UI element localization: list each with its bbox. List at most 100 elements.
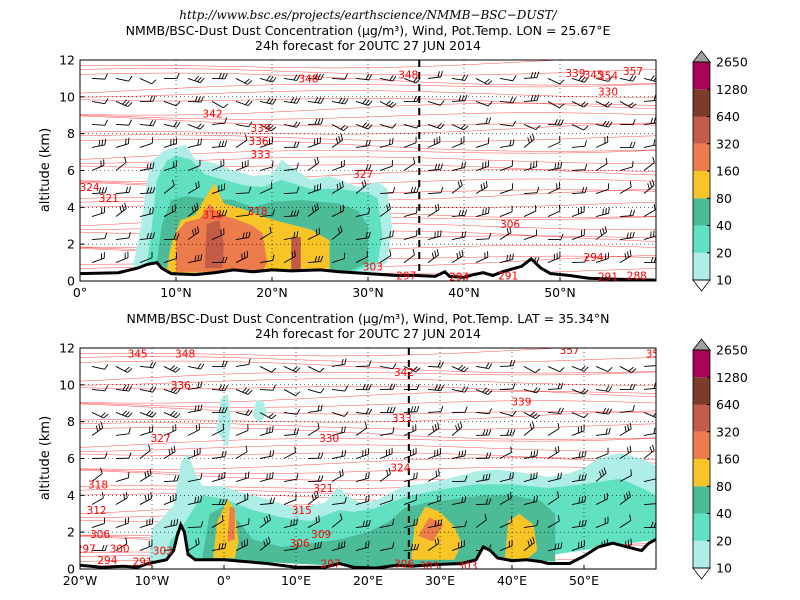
wind-barb-flag xyxy=(366,250,369,257)
wind-barb-flag xyxy=(317,405,320,412)
wind-barb-flag xyxy=(317,452,321,459)
wind-barb xyxy=(523,192,538,194)
wind-barb-flag xyxy=(535,368,541,374)
wind-barb-flag xyxy=(319,367,325,373)
wind-barb-flag xyxy=(272,77,277,83)
wind-barb-flag xyxy=(152,207,154,214)
wind-barb xyxy=(259,260,273,264)
wind-barb-flag xyxy=(509,360,513,367)
wind-barb xyxy=(307,142,321,148)
wind-barb xyxy=(259,366,272,373)
wind-barb-flag xyxy=(608,121,613,128)
wind-barb-flag xyxy=(272,472,274,479)
wind-barb-flag xyxy=(458,95,462,102)
wind-barb-flag xyxy=(578,520,581,527)
y-tick-label: 0 xyxy=(67,562,75,577)
wind-barb xyxy=(547,366,561,373)
wind-barb-flag xyxy=(127,412,133,418)
wind-barb-flag xyxy=(265,538,269,545)
wind-barb-flag xyxy=(388,203,391,210)
wind-barb-flag xyxy=(512,429,516,436)
wind-barb-flag xyxy=(103,413,109,419)
colorbar-segment xyxy=(693,459,710,487)
panel-title: NMMB/BSC-Dust Dust Concentration (µg/m³)… xyxy=(126,311,609,326)
wind-barb-flag xyxy=(199,77,205,84)
wind-barb xyxy=(259,166,273,171)
wind-barb-flag xyxy=(149,386,154,392)
wind-barb-flag xyxy=(311,206,315,213)
wind-barb-flag xyxy=(434,231,436,238)
wind-barb-flag xyxy=(458,451,461,458)
wind-barb-flag xyxy=(601,469,605,476)
wind-barb-flag xyxy=(632,231,635,238)
wind-barb xyxy=(643,412,656,418)
wind-barb-flag xyxy=(149,468,152,475)
theta-label: 330 xyxy=(319,433,339,445)
wind-barb-flag xyxy=(125,491,128,499)
wind-barb xyxy=(427,124,441,130)
wind-barb-flag xyxy=(461,496,464,503)
wind-barb xyxy=(235,256,248,263)
wind-barb-flag xyxy=(629,232,632,239)
wind-barb-flag xyxy=(296,97,301,104)
wind-barb xyxy=(379,473,391,482)
wind-barb-flag xyxy=(124,156,127,163)
wind-barb-flag xyxy=(269,98,274,104)
wind-barb-flag xyxy=(314,96,319,103)
wind-barb-flag xyxy=(464,231,467,238)
wind-barb-flag xyxy=(152,162,155,169)
wind-barb xyxy=(259,455,273,459)
wind-barb xyxy=(547,451,560,459)
wind-barb-flag xyxy=(218,384,223,391)
wind-barb-flag xyxy=(461,386,466,392)
wind-barb-flag xyxy=(416,518,418,525)
wind-barb-flag xyxy=(248,358,251,365)
wind-barb xyxy=(379,101,392,108)
wind-barb xyxy=(331,77,346,80)
wind-barb-flag xyxy=(509,473,511,480)
wind-barb xyxy=(499,77,513,82)
wind-barb-flag xyxy=(392,541,395,549)
wind-barb-flag xyxy=(488,452,492,459)
wind-barb-flag xyxy=(169,365,176,370)
wind-barb xyxy=(547,496,559,505)
theta-label: 345 xyxy=(584,70,604,82)
wind-barb xyxy=(91,497,104,505)
wind-barb xyxy=(499,124,513,127)
wind-barb-flag xyxy=(246,250,249,257)
wind-barb-flag xyxy=(599,229,603,236)
wind-barb xyxy=(235,451,248,459)
theta-contour-line xyxy=(80,103,656,116)
wind-barb-flag xyxy=(293,74,298,81)
wind-barb-flag xyxy=(631,368,637,373)
wind-barb-flag xyxy=(627,424,630,431)
wind-barb-flag xyxy=(484,513,487,520)
wind-barb xyxy=(571,234,585,240)
wind-barb xyxy=(595,163,608,171)
wind-barb xyxy=(427,500,441,505)
wind-barb xyxy=(307,428,320,436)
wind-barb-flag xyxy=(316,202,319,209)
wind-barb xyxy=(403,124,417,129)
wind-barb xyxy=(163,166,177,171)
wind-barb xyxy=(571,169,586,171)
terrain-fill xyxy=(80,524,656,569)
wind-barb xyxy=(115,522,129,528)
wind-barb xyxy=(643,122,656,125)
wind-barb-flag xyxy=(584,77,589,83)
wind-barb-flag xyxy=(320,387,325,394)
wind-barb-flag xyxy=(410,406,414,413)
wind-barb-flag xyxy=(147,470,149,477)
wind-barb-flag xyxy=(628,102,634,107)
wind-barb-flag xyxy=(410,187,414,194)
wind-barb xyxy=(307,162,319,171)
wind-barb-flag xyxy=(412,366,418,371)
wind-barb-flag xyxy=(317,118,321,125)
wind-barb xyxy=(571,545,585,552)
wind-barb xyxy=(499,365,514,367)
wind-barb-flag xyxy=(632,118,636,125)
colorbar-tick-label: 10 xyxy=(716,273,732,288)
wind-barb-flag xyxy=(152,186,156,193)
wind-barb-flag xyxy=(533,387,538,393)
wind-barb xyxy=(595,388,609,392)
